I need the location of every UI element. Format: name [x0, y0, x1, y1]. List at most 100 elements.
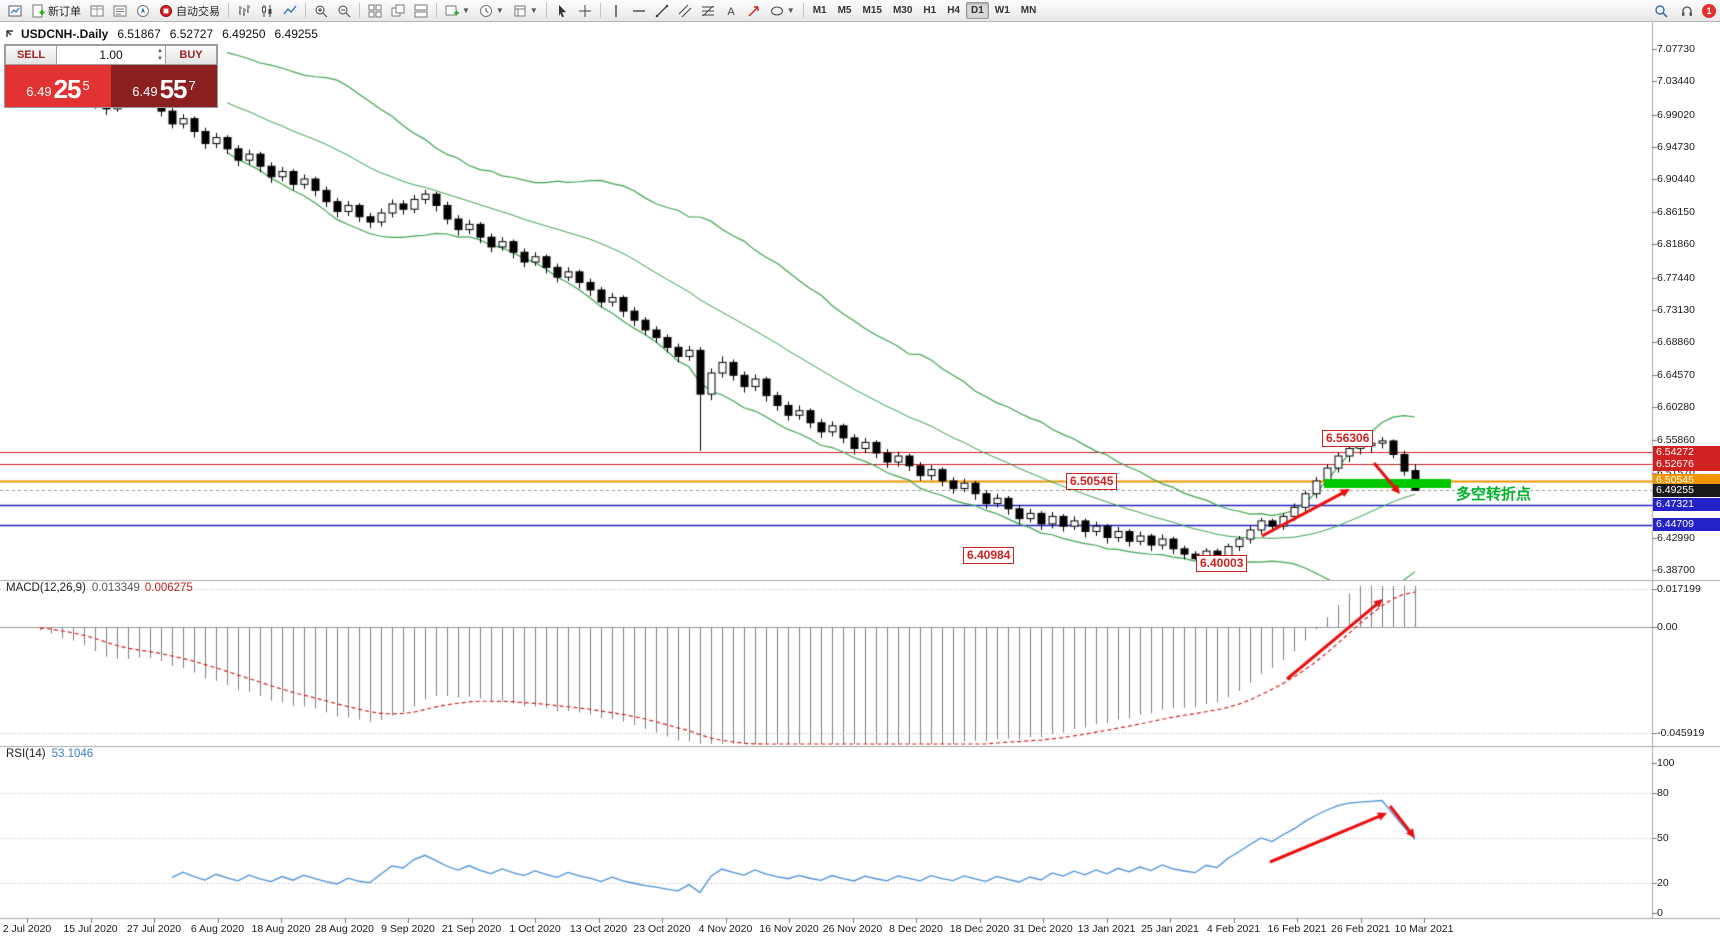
trendline-tool[interactable]	[651, 1, 673, 21]
channel-icon	[678, 4, 692, 17]
crosshair-tool-button[interactable]	[574, 1, 596, 21]
timeframe-m1[interactable]: M1	[812, 5, 827, 16]
periods-dropdown[interactable]: ▼	[475, 1, 508, 21]
ask-pip-digit: 7	[188, 78, 196, 93]
price-annotation-low1[interactable]: 6.40984	[963, 547, 1015, 564]
timeframe-m15[interactable]: M15	[862, 5, 882, 16]
crosshair-icon	[578, 4, 591, 17]
macd-axis-label: -0.045919	[1657, 727, 1705, 739]
fibonacci-icon	[701, 5, 714, 16]
timeframe-m30[interactable]: M30	[892, 5, 913, 16]
timeframe-h4[interactable]: H4	[947, 5, 960, 16]
trade-panel-top-row: SELL ▲▼ BUY	[5, 45, 217, 65]
data-window-button[interactable]	[109, 1, 131, 21]
oct-toggle-icon[interactable]	[6, 29, 16, 39]
chart-window-icon[interactable]	[4, 1, 26, 21]
bar-chart-button[interactable]	[233, 1, 255, 21]
search-button[interactable]	[1650, 1, 1672, 21]
zoom-out-button[interactable]	[333, 1, 355, 21]
date-label: 13 Jan 2021	[1077, 923, 1136, 935]
rsi-axis-label: 20	[1657, 877, 1669, 889]
date-label: 26 Nov 2020	[822, 923, 883, 935]
notification-badge[interactable]: 1	[1702, 3, 1716, 18]
price-annotation-peak[interactable]: 6.56306	[1322, 430, 1374, 447]
price-axis-label: 6.77440	[1657, 271, 1695, 284]
date-label: 2 Jul 2020	[2, 923, 52, 935]
ask-price-button[interactable]: 6.49 55 7	[111, 65, 217, 107]
date-label: 10 Mar 2021	[1394, 923, 1454, 935]
arrows-tool[interactable]	[743, 1, 765, 21]
auto-trading-label: 自动交易	[176, 5, 220, 18]
new-chart-dropdown[interactable]: ▼	[441, 1, 474, 21]
line-chart-button[interactable]	[279, 1, 301, 21]
rsi-value: 53.1046	[51, 748, 94, 760]
ohlc-high: 6.52727	[169, 27, 214, 41]
ohlc-low: 6.49250	[222, 27, 266, 41]
timeframe-m5[interactable]: M5	[837, 5, 852, 16]
price-tag-red: 6.52676	[1653, 457, 1720, 471]
vertical-line-tool[interactable]	[605, 1, 627, 21]
bid-price-button[interactable]: 6.49 25 5	[5, 65, 111, 107]
data-window-icon	[113, 5, 127, 16]
date-label: 18 Dec 2020	[949, 923, 1010, 935]
shapes-icon	[770, 6, 783, 15]
auto-trading-button[interactable]: 自动交易	[155, 1, 224, 21]
timeframe-h1[interactable]: H1	[923, 5, 937, 16]
price-tag-blue: 6.44709	[1653, 518, 1720, 532]
price-annotation-low2[interactable]: 6.40003	[1196, 555, 1248, 572]
sell-button[interactable]: SELL	[5, 45, 57, 65]
price-annotation-support[interactable]: 6.50545	[1066, 473, 1118, 490]
price-axis-label: 6.73130	[1657, 304, 1695, 317]
toolbar: 新订单 自动交易 ▼ ▼ ▼	[0, 0, 1720, 22]
rsi-axis-label: 50	[1657, 832, 1669, 844]
market-watch-button[interactable]	[86, 1, 108, 21]
date-label: 23 Oct 2020	[633, 923, 691, 935]
text-icon: A	[727, 6, 735, 18]
volume-spinner[interactable]: ▲ ▼	[157, 47, 163, 63]
timeframe-d1[interactable]: D1	[966, 2, 989, 19]
spinner-down-icon[interactable]: ▼	[157, 56, 163, 62]
macd-main-value: 0.013349	[91, 582, 140, 594]
new-order-button[interactable]: 新订单	[27, 1, 85, 21]
volume-input[interactable]	[57, 47, 165, 63]
navigator-button[interactable]	[132, 1, 154, 21]
date-label: 15 Jul 2020	[63, 923, 118, 935]
cascade-windows-button[interactable]	[387, 1, 409, 21]
turning-point-label[interactable]: 多空转折点	[1456, 486, 1532, 503]
toolbar-separator	[359, 3, 360, 18]
date-label: 18 Aug 2020	[251, 923, 311, 935]
price-axis-label: 6.94730	[1657, 141, 1695, 154]
templates-dropdown[interactable]: ▼	[509, 1, 542, 21]
timeframe-mn[interactable]: MN	[1020, 5, 1037, 16]
cursor-tool-button[interactable]	[551, 1, 573, 21]
zoom-in-button[interactable]	[310, 1, 332, 21]
arrow-tool-icon	[748, 5, 759, 16]
rsi-axis-label: 0	[1657, 907, 1663, 919]
bid-prefix: 6.49	[26, 84, 52, 99]
spinner-up-icon[interactable]: ▲	[157, 48, 163, 54]
candlestick-chart-button[interactable]	[256, 1, 278, 21]
price-axis-label: 6.81860	[1657, 238, 1695, 251]
horizontal-line-tool[interactable]	[628, 1, 650, 21]
rsi-axis-label: 80	[1657, 787, 1669, 799]
tile-windows-button[interactable]	[364, 1, 386, 21]
price-axis-label: 7.07730	[1657, 43, 1695, 55]
support-button[interactable]	[1676, 1, 1698, 21]
date-label: 4 Nov 2020	[698, 923, 753, 935]
new-order-icon	[32, 4, 45, 17]
timeframe-w1[interactable]: W1	[994, 5, 1010, 16]
toolbar-separator	[802, 3, 804, 18]
buy-button[interactable]: BUY	[165, 45, 217, 65]
channel-tool[interactable]	[674, 1, 696, 21]
text-tool[interactable]: A	[720, 1, 742, 21]
price-tag-red: 6.54272	[1653, 445, 1720, 459]
fibonacci-tool[interactable]	[697, 1, 719, 21]
shapes-dropdown[interactable]: ▼	[766, 1, 799, 21]
ohlc-close: 6.49255	[274, 27, 318, 41]
arrange-windows-button[interactable]	[410, 1, 432, 21]
clock-icon	[479, 4, 492, 17]
chevron-down-icon: ▼	[786, 5, 795, 15]
